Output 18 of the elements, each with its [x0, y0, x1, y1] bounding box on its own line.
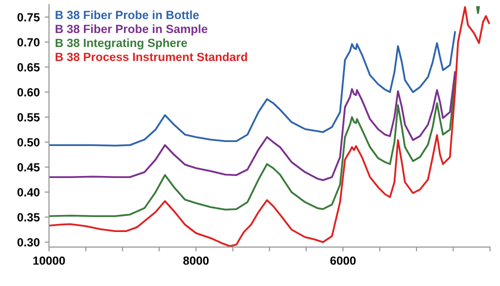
x-tick-label: 8000 [183, 256, 209, 265]
y-tick-label: 0.50 [17, 138, 40, 146]
y-tick-label: 0.45 [17, 163, 40, 172]
y-tick-label: 0.30 [17, 238, 40, 247]
x-tick-label: 6000 [330, 256, 356, 265]
y-tick-label: 0.60 [17, 88, 40, 96]
y-tick-label: 0.70 [17, 38, 40, 46]
y-tick-label: 0.40 [17, 188, 40, 196]
y-tick-label: 0.55 [17, 113, 40, 122]
text: B 38 Fiber Probe in Sample [56, 24, 208, 36]
text: B 38 Process Instrument Standard [56, 52, 248, 62]
y-tick-label: 0.35 [17, 213, 40, 222]
y-tick-label: 0.65 [17, 63, 40, 72]
y-tick-label: 0.75 [17, 13, 40, 22]
text: B 38 Fiber Probe in Bottle [56, 10, 199, 20]
x-tick-label: 10000 [33, 256, 65, 265]
line-series [49, 71, 456, 181]
text: B 38 Integrating Sphere [56, 38, 188, 50]
